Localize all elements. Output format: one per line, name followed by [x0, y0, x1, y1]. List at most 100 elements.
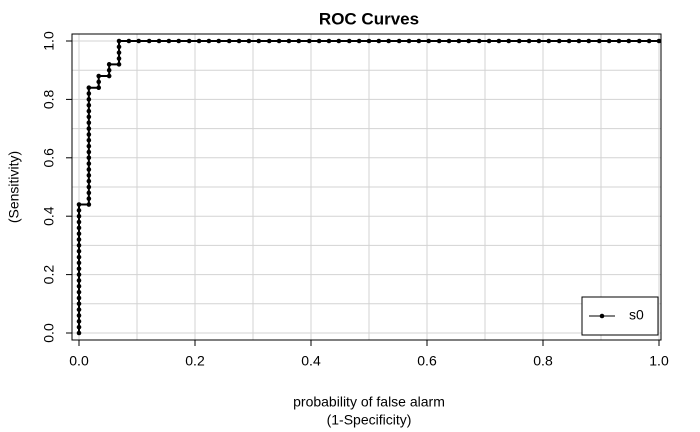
roc-point [206, 38, 212, 44]
roc-point [116, 62, 122, 67]
roc-point [116, 38, 122, 44]
roc-point [126, 38, 132, 44]
roc-point [606, 38, 612, 44]
roc-point [146, 38, 152, 44]
roc-point [556, 38, 562, 44]
y-tick-label: 0.4 [41, 206, 57, 226]
roc-point [76, 260, 82, 266]
roc-point [486, 38, 492, 44]
roc-point [86, 120, 92, 126]
y-axis-label: (Sensitivity) [6, 151, 22, 223]
roc-point [656, 38, 662, 44]
x-tick-label: 0.8 [533, 353, 553, 369]
legend-point [599, 313, 605, 319]
roc-point [76, 301, 82, 307]
y-tick-label: 0.6 [41, 148, 57, 168]
roc-point [86, 184, 92, 190]
roc-point [86, 178, 92, 184]
roc-point [646, 38, 652, 44]
roc-point [76, 289, 82, 295]
roc-point [76, 295, 82, 301]
roc-point [496, 38, 502, 44]
roc-point [86, 167, 92, 172]
plot-border [71, 33, 662, 341]
roc-point [526, 38, 532, 44]
roc-point [86, 190, 92, 196]
roc-point [76, 208, 82, 213]
roc-point [86, 161, 92, 166]
roc-point [106, 73, 112, 79]
roc-point [86, 155, 92, 161]
roc-point [286, 38, 292, 44]
roc-point [276, 38, 282, 44]
roc-point [316, 38, 322, 44]
roc-point [76, 225, 82, 231]
roc-point [196, 38, 202, 44]
roc-point [456, 38, 462, 44]
roc-point [626, 38, 632, 44]
roc-point [156, 38, 162, 44]
roc-point [86, 173, 92, 178]
roc-point [266, 38, 272, 44]
roc-point [186, 38, 192, 44]
roc-point [96, 79, 102, 85]
roc-point [76, 330, 82, 336]
roc-point [76, 278, 82, 283]
x-tick-label: 1.0 [649, 353, 669, 369]
roc-point [76, 324, 82, 330]
roc-point [76, 266, 82, 272]
roc-point [296, 38, 302, 44]
roc-point [516, 38, 522, 44]
roc-point [76, 307, 82, 312]
roc-point [86, 143, 92, 149]
roc-point [86, 114, 92, 120]
roc-point [406, 38, 412, 44]
y-tick-label: 0.0 [41, 323, 57, 343]
roc-point [76, 283, 82, 289]
roc-point [86, 91, 92, 96]
roc-point [86, 202, 92, 207]
roc-point [76, 319, 82, 324]
roc-point [76, 243, 82, 248]
roc-point [76, 213, 82, 219]
roc-point [566, 38, 572, 44]
roc-point [86, 102, 92, 108]
roc-point [86, 149, 92, 155]
roc-point [136, 38, 142, 44]
roc-point [216, 38, 222, 44]
roc-point [76, 272, 82, 277]
x-tick-label: 0.2 [185, 353, 205, 369]
x-tick-label: 0.0 [69, 353, 89, 369]
chart-title: ROC Curves [319, 9, 419, 28]
roc-point [96, 73, 102, 79]
roc-point [576, 38, 582, 44]
roc-point [466, 38, 472, 44]
roc-point [326, 38, 332, 44]
roc-point [116, 44, 122, 50]
roc-point [446, 38, 452, 44]
roc-point [306, 38, 312, 44]
roc-point [116, 56, 122, 61]
roc-point [426, 38, 432, 44]
roc-point [396, 38, 402, 44]
roc-point [86, 97, 92, 102]
x-tick-label: 0.4 [301, 353, 321, 369]
roc-point [256, 38, 262, 44]
x-axis-label: probability of false alarm [293, 394, 445, 410]
roc-point [356, 38, 362, 44]
roc-point [76, 237, 82, 242]
roc-point [616, 38, 622, 44]
roc-point [96, 85, 102, 91]
y-tick-label: 1.0 [41, 31, 57, 51]
roc-point [76, 254, 82, 260]
roc-point [116, 50, 122, 55]
roc-point [106, 67, 112, 73]
roc-point [386, 38, 392, 44]
roc-point [86, 108, 92, 114]
roc-point [246, 38, 252, 44]
roc-point [76, 231, 82, 237]
roc-point [76, 248, 82, 254]
roc-point [346, 38, 352, 44]
roc-point [376, 38, 382, 44]
